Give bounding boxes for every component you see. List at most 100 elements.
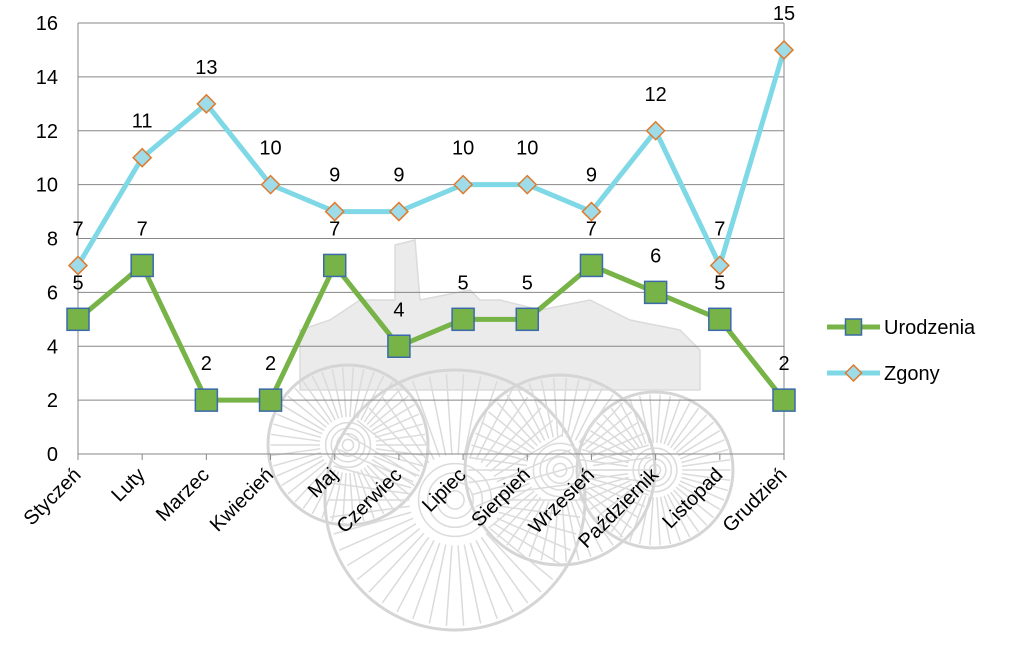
ammonite-center-rib bbox=[493, 523, 564, 567]
ammonite-right-rib bbox=[610, 491, 640, 533]
ammonite-middle-rib bbox=[585, 411, 632, 450]
y-tick-label: 16 bbox=[36, 13, 58, 35]
ammonite-center-rib bbox=[496, 517, 571, 551]
ammonite-center-rib bbox=[457, 545, 465, 626]
ammonite-left-whorl bbox=[341, 438, 355, 452]
ammonite-middle-whorl bbox=[532, 442, 588, 498]
data-point-zgony bbox=[388, 201, 409, 222]
ammonite-center-rib bbox=[485, 407, 542, 468]
data-point-zgony bbox=[581, 201, 602, 222]
ammonite-center-rib bbox=[480, 396, 529, 464]
legend-label-zgony: Zgony bbox=[884, 363, 940, 385]
ammonite-right-whorl bbox=[643, 458, 667, 482]
ammonite-middle-rib bbox=[516, 499, 546, 553]
data-label-zgony: 9 bbox=[393, 165, 404, 187]
ammonite-right-rib bbox=[638, 496, 651, 545]
ammonite-middle-rib bbox=[528, 382, 550, 439]
ammonite-middle-whorl bbox=[545, 455, 575, 485]
ammonite-middle-rib bbox=[528, 501, 550, 558]
ammonite-right-rib bbox=[663, 398, 682, 445]
ammonite-middle-rib bbox=[590, 432, 645, 458]
ammonite-left-rib bbox=[287, 395, 327, 428]
legend-marker-urodzenia bbox=[844, 318, 863, 336]
data-point-zgony bbox=[67, 255, 89, 276]
legend: Urodzenia Zgony bbox=[827, 317, 976, 385]
ammonite-right-rib bbox=[681, 472, 731, 482]
ammonite-middle-rib bbox=[566, 502, 580, 561]
ammonite-left-rib bbox=[356, 371, 375, 419]
ammonite-right-rib bbox=[670, 491, 700, 533]
ammonite-middle-rib bbox=[471, 444, 529, 462]
ammonite-middle bbox=[463, 373, 657, 567]
y-tick-label: 0 bbox=[47, 444, 58, 466]
series-line-zgony bbox=[75, 47, 787, 268]
ammonite-middle-rib bbox=[591, 478, 649, 496]
ammonite-left-rib bbox=[352, 472, 365, 522]
data-point-urodzenia bbox=[579, 253, 604, 278]
data-label-urodzenia: 7 bbox=[329, 218, 340, 240]
data-label-zgony: 7 bbox=[714, 218, 725, 240]
ammonite-center-rib bbox=[463, 544, 482, 624]
ammonite-right-rib bbox=[679, 480, 725, 501]
ammonite-right-rib bbox=[666, 493, 691, 538]
ammonite-right-rib bbox=[681, 476, 729, 492]
ammonite-left-rib bbox=[321, 471, 340, 519]
ammonite-center-rib bbox=[489, 528, 554, 581]
ammonite-right-rib bbox=[628, 495, 647, 542]
data-point-urodzenia bbox=[194, 388, 219, 412]
ammonite-center-rib bbox=[463, 376, 482, 456]
ammonite-middle-rib bbox=[540, 379, 554, 438]
ammonite-middle-rib bbox=[561, 378, 568, 437]
ammonite-middle-rib bbox=[585, 490, 632, 529]
ammonite-center-rib bbox=[381, 396, 430, 464]
x-tick-label: Styczeń bbox=[20, 464, 86, 530]
ammonite-left-rib bbox=[374, 423, 423, 439]
ammonite-right-rib bbox=[602, 489, 637, 526]
ammonite-right-rib bbox=[675, 421, 715, 454]
ammonite-center-rib bbox=[499, 505, 581, 518]
ammonite-left-rib bbox=[321, 371, 340, 419]
ammonite-left bbox=[266, 363, 430, 527]
ammonite-middle-rib bbox=[561, 503, 568, 562]
ammonite-left-rib bbox=[366, 464, 402, 503]
ammonite-left-rib bbox=[341, 472, 347, 523]
ammonite-right-rib bbox=[679, 439, 725, 460]
ammonite-right-rib bbox=[619, 493, 644, 538]
ammonite-left-rib bbox=[369, 462, 409, 495]
data-point-zgony bbox=[132, 147, 153, 168]
ammonite-center-whorl bbox=[417, 462, 493, 538]
ammonite-left-rib bbox=[375, 433, 425, 442]
ammonite-middle-rib bbox=[552, 503, 559, 562]
ammonite-middle-rib bbox=[480, 421, 532, 454]
ammonite-middle-rib bbox=[496, 493, 538, 538]
ammonite-middle-rib bbox=[591, 444, 649, 462]
ammonite-left-rib bbox=[371, 458, 415, 486]
ammonite-left-rib bbox=[373, 413, 420, 435]
data-point-zgony bbox=[645, 120, 666, 141]
ammonite-center-rib bbox=[496, 449, 571, 483]
ammonite-middle-rib bbox=[582, 493, 624, 538]
ammonite-middle-rib bbox=[566, 379, 580, 438]
ammonite-left-whorl bbox=[324, 421, 372, 469]
ammonite-middle-whorl bbox=[552, 462, 568, 478]
x-tick-label: Luty bbox=[107, 464, 149, 506]
ammonite-left-whorl bbox=[330, 427, 366, 463]
ammonite-right-rib bbox=[581, 476, 629, 492]
ammonite-middle-rib bbox=[574, 387, 604, 441]
ammonite-middle-rib bbox=[578, 394, 614, 444]
ammonite-middle-rib bbox=[480, 486, 532, 519]
x-tick-label: Maj bbox=[304, 464, 342, 502]
ammonite-right-rib bbox=[659, 496, 672, 545]
data-label-urodzenia: 6 bbox=[650, 245, 661, 267]
ammonite-right-rib bbox=[673, 489, 708, 526]
data-point-urodzenia bbox=[322, 253, 347, 278]
ammonite-center-rib bbox=[368, 532, 425, 593]
data-point-zgony bbox=[517, 174, 538, 195]
ammonite-left-rib bbox=[294, 387, 330, 426]
data-point-zgony bbox=[196, 93, 217, 114]
ammonite-center-whorl bbox=[436, 481, 474, 519]
ammonite-right-rib bbox=[579, 472, 629, 482]
ammonite-center-rib bbox=[333, 465, 412, 489]
ammonite-left-rib bbox=[363, 467, 394, 509]
